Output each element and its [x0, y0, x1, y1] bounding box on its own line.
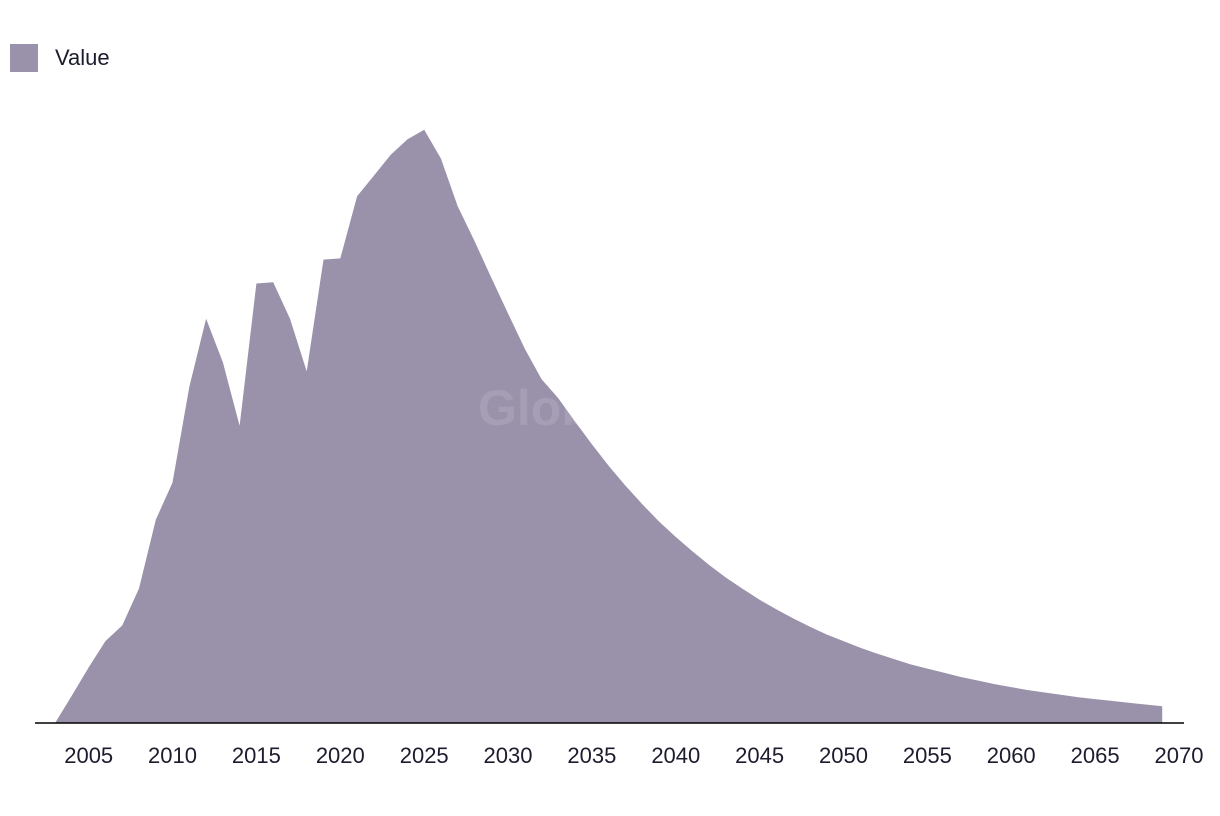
x-axis-ticks: 2005 2010 2015 2020 2025 2030 2035 2040 2045 2050… — [64, 743, 1203, 768]
x-tick-label: 2015 — [232, 743, 281, 768]
x-tick-label: 2025 — [400, 743, 449, 768]
x-tick-label: 2005 — [64, 743, 113, 768]
x-tick-label: 2010 — [148, 743, 197, 768]
watermark: GlobalData — [478, 380, 743, 436]
x-tick-label: 2040 — [651, 743, 700, 768]
x-tick-label: 2030 — [484, 743, 533, 768]
x-tick-label: 2055 — [903, 743, 952, 768]
x-tick-label: 2035 — [567, 743, 616, 768]
x-tick-label: 2045 — [735, 743, 784, 768]
area-series-0 — [55, 129, 1163, 724]
legend-label: Value — [55, 45, 110, 70]
chart-legend: Value — [10, 44, 110, 72]
legend-swatch — [10, 44, 38, 72]
x-tick-label: 2060 — [987, 743, 1036, 768]
x-tick-label: 2020 — [316, 743, 365, 768]
x-tick-label: 2065 — [1071, 743, 1120, 768]
area-layer — [55, 129, 1163, 724]
x-tick-label: 2050 — [819, 743, 868, 768]
x-tick-label: 2070 — [1155, 743, 1204, 768]
